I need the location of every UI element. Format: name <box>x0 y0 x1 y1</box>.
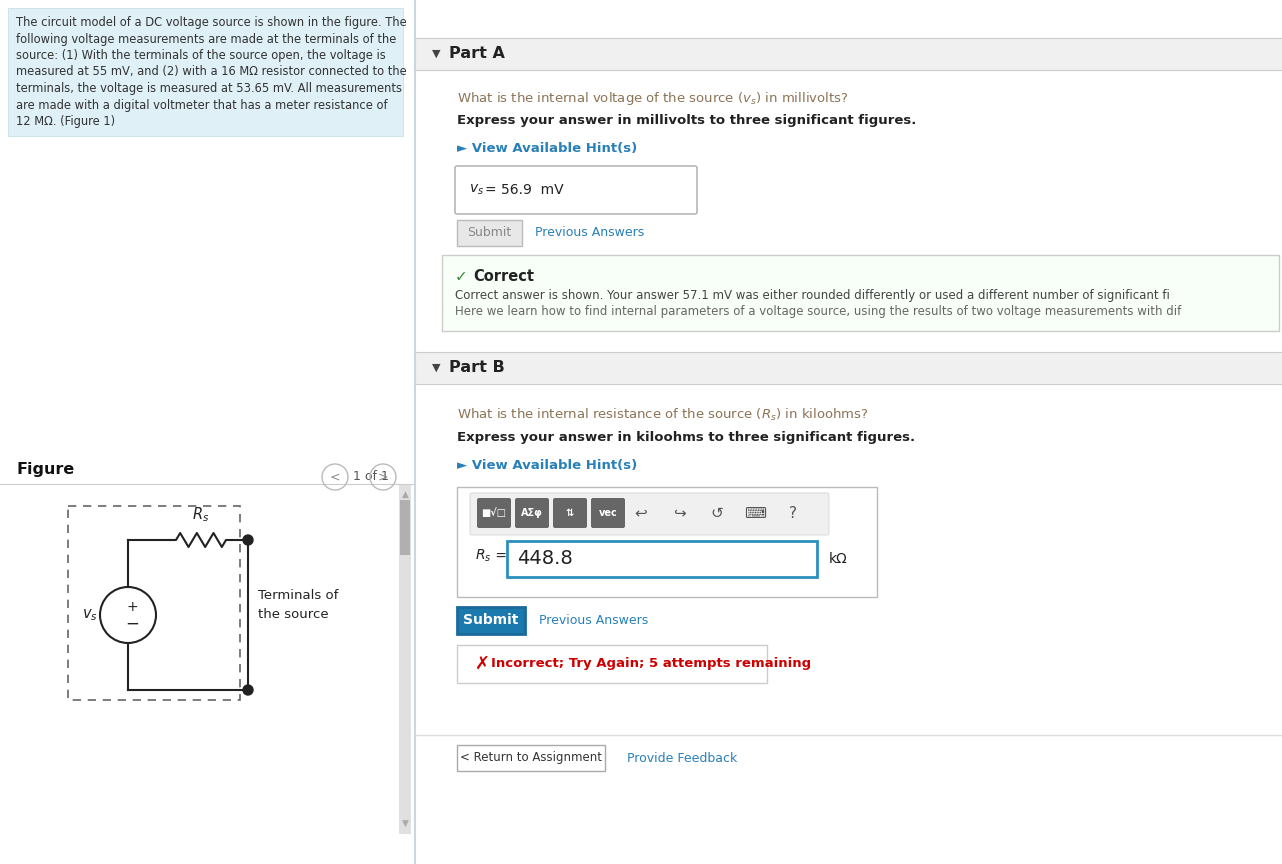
FancyBboxPatch shape <box>456 220 522 246</box>
Text: $R_s$: $R_s$ <box>476 548 491 564</box>
Text: < Return to Assignment: < Return to Assignment <box>460 752 603 765</box>
Text: ► View Available Hint(s): ► View Available Hint(s) <box>456 459 637 472</box>
Text: ✗: ✗ <box>476 655 490 673</box>
Text: Figure: Figure <box>15 462 74 477</box>
Text: ▼: ▼ <box>432 49 441 59</box>
Text: ✓: ✓ <box>455 269 468 284</box>
Text: <: < <box>329 471 340 484</box>
Text: Express your answer in millivolts to three significant figures.: Express your answer in millivolts to thr… <box>456 114 917 127</box>
Text: Correct: Correct <box>473 269 535 284</box>
Text: $v_s$: $v_s$ <box>82 607 97 623</box>
Text: Previous Answers: Previous Answers <box>538 614 649 627</box>
Circle shape <box>244 685 253 695</box>
Text: ▼: ▼ <box>432 363 441 373</box>
Text: 1 of 1: 1 of 1 <box>353 471 388 484</box>
Text: vec: vec <box>599 508 618 518</box>
FancyBboxPatch shape <box>442 255 1279 331</box>
FancyBboxPatch shape <box>399 484 412 834</box>
FancyBboxPatch shape <box>591 498 626 528</box>
FancyBboxPatch shape <box>506 541 817 577</box>
FancyBboxPatch shape <box>8 8 403 136</box>
Text: ↪: ↪ <box>673 505 686 520</box>
Text: $v_s$: $v_s$ <box>469 183 485 197</box>
FancyBboxPatch shape <box>456 607 526 634</box>
FancyBboxPatch shape <box>415 352 1282 384</box>
FancyBboxPatch shape <box>456 487 877 597</box>
Text: ↺: ↺ <box>710 505 723 520</box>
Text: = 56.9  mV: = 56.9 mV <box>485 183 564 197</box>
Text: Incorrect; Try Again; 5 attempts remaining: Incorrect; Try Again; 5 attempts remaini… <box>491 658 812 670</box>
Text: Correct answer is shown. Your answer 57.1 mV was either rounded differently or u: Correct answer is shown. Your answer 57.… <box>455 289 1170 302</box>
Text: ΑΣφ: ΑΣφ <box>520 508 544 518</box>
Text: ⌨: ⌨ <box>744 505 767 520</box>
Text: +: + <box>126 600 137 614</box>
Text: Part A: Part A <box>449 47 505 61</box>
Text: Submit: Submit <box>463 613 519 627</box>
Text: What is the internal resistance of the source $(R_s)$ in kiloohms?: What is the internal resistance of the s… <box>456 407 869 423</box>
Circle shape <box>244 535 253 545</box>
FancyBboxPatch shape <box>477 498 512 528</box>
Text: are made with a digital voltmeter that has a meter resistance of: are made with a digital voltmeter that h… <box>15 98 387 111</box>
Text: Terminals of
the source: Terminals of the source <box>258 589 338 621</box>
Text: −: − <box>126 615 138 633</box>
FancyBboxPatch shape <box>456 645 767 683</box>
FancyBboxPatch shape <box>470 493 829 535</box>
Text: measured at 55 mV, and (2) with a 16 MΩ resistor connected to the: measured at 55 mV, and (2) with a 16 MΩ … <box>15 66 406 79</box>
FancyBboxPatch shape <box>400 500 410 555</box>
Text: ■√□: ■√□ <box>482 508 506 518</box>
Text: Submit: Submit <box>467 226 512 239</box>
Text: ⇅: ⇅ <box>565 508 574 518</box>
FancyBboxPatch shape <box>515 498 549 528</box>
FancyBboxPatch shape <box>415 38 1282 70</box>
Text: source: (1) With the terminals of the source open, the voltage is: source: (1) With the terminals of the so… <box>15 49 386 62</box>
Text: ▼: ▼ <box>401 819 409 828</box>
Text: =: = <box>491 549 512 563</box>
FancyBboxPatch shape <box>455 166 697 214</box>
Text: following voltage measurements are made at the terminals of the: following voltage measurements are made … <box>15 33 396 46</box>
Text: What is the internal voltage of the source $(v_s)$ in millivolts?: What is the internal voltage of the sour… <box>456 90 849 107</box>
Text: Express your answer in kiloohms to three significant figures.: Express your answer in kiloohms to three… <box>456 431 915 444</box>
Text: ▲: ▲ <box>401 490 409 499</box>
Text: Previous Answers: Previous Answers <box>535 226 645 239</box>
Text: >: > <box>378 471 388 484</box>
Text: kΩ: kΩ <box>829 552 847 566</box>
Text: $R_s$: $R_s$ <box>192 505 210 524</box>
FancyBboxPatch shape <box>456 745 605 771</box>
Text: 448.8: 448.8 <box>517 550 573 569</box>
Text: The circuit model of a DC voltage source is shown in the figure. The: The circuit model of a DC voltage source… <box>15 16 406 29</box>
Text: ?: ? <box>788 505 797 520</box>
Text: 12 MΩ. (Figure 1): 12 MΩ. (Figure 1) <box>15 115 115 128</box>
Text: terminals, the voltage is measured at 53.65 mV. All measurements: terminals, the voltage is measured at 53… <box>15 82 403 95</box>
Text: Here we learn how to find internal parameters of a voltage source, using the res: Here we learn how to find internal param… <box>455 305 1181 318</box>
Text: ► View Available Hint(s): ► View Available Hint(s) <box>456 142 637 155</box>
Text: Part B: Part B <box>449 360 505 376</box>
FancyBboxPatch shape <box>553 498 587 528</box>
Text: ↩: ↩ <box>635 505 647 520</box>
Text: Provide Feedback: Provide Feedback <box>627 752 737 765</box>
